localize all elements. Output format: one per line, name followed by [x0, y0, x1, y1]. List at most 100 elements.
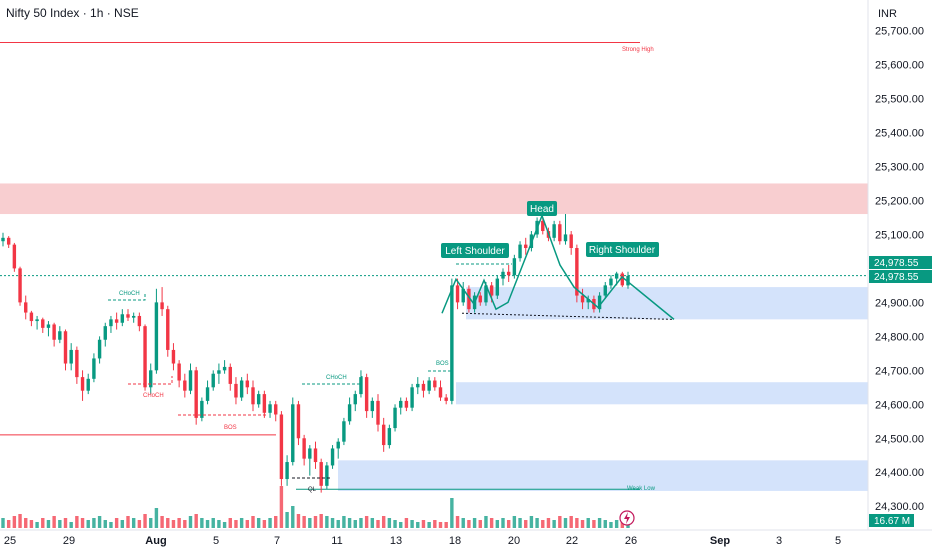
- volume-bar: [268, 518, 272, 528]
- volume-bar: [489, 518, 494, 528]
- candle-body: [24, 302, 28, 313]
- candle-body: [347, 404, 352, 422]
- candle-body: [586, 298, 590, 303]
- candle-body: [126, 314, 130, 318]
- price-axis[interactable]: 25,700.00 25,600.00 25,500.00 25,400.00 25,3…: [875, 26, 924, 514]
- candle-body: [370, 400, 375, 412]
- volume-bar: [6, 520, 11, 528]
- candle-body: [381, 424, 386, 446]
- volume-bar: [279, 486, 284, 528]
- head-tag: Head: [527, 201, 557, 216]
- candle-body: [609, 278, 613, 286]
- candle-body: [177, 363, 181, 381]
- candle-body: [166, 309, 170, 350]
- candle-body: [274, 404, 278, 415]
- ql-label: QL: [308, 487, 317, 493]
- volume-bar: [342, 516, 346, 528]
- volume-bar: [438, 522, 443, 528]
- candle-body: [603, 285, 607, 296]
- time-tick: Aug: [145, 535, 166, 547]
- candle-body: [353, 394, 357, 405]
- candle-body: [461, 288, 465, 303]
- candle-body: [234, 383, 238, 398]
- volume-bar: [239, 518, 244, 528]
- candle-body: [319, 462, 323, 486]
- volume-bar: [433, 520, 437, 528]
- volume-bar: [109, 522, 113, 528]
- volume-bar: [461, 518, 465, 528]
- volume-bar: [166, 518, 170, 528]
- volume-bar: [381, 516, 386, 528]
- candle-body: [455, 285, 460, 303]
- candle-body: [518, 244, 522, 259]
- candle-body: [29, 312, 34, 322]
- volume-bar: [86, 520, 90, 528]
- volume-bar: [171, 520, 176, 528]
- price-tick: 24,800.00: [875, 331, 924, 343]
- candle-body: [58, 331, 62, 340]
- volume-bar: [313, 516, 318, 528]
- price-tick: 25,500.00: [875, 94, 924, 106]
- candle-body: [597, 295, 602, 310]
- volume-bar: [69, 522, 73, 528]
- volume-bar: [484, 516, 488, 528]
- candle-body: [506, 271, 511, 276]
- volume-bar: [274, 516, 278, 528]
- candle-body: [313, 448, 318, 463]
- choch-label-1: CHoCH: [119, 291, 140, 297]
- volume-group: [1, 486, 630, 528]
- volume-bar: [256, 518, 261, 528]
- volume-bar: [46, 520, 51, 528]
- volume-bar: [467, 520, 471, 528]
- volume-bar: [308, 518, 312, 528]
- volume-bar: [336, 520, 340, 528]
- volume-bar: [506, 520, 511, 528]
- demand-zone-mid: [456, 382, 868, 405]
- volume-bar: [75, 516, 79, 528]
- candle-body: [427, 380, 431, 391]
- candle-body: [614, 273, 619, 279]
- time-tick: 18: [449, 535, 461, 547]
- volume-bar: [52, 516, 56, 528]
- volume-bar: [416, 522, 420, 528]
- volume-bar: [177, 518, 181, 528]
- volume-bar: [291, 506, 295, 528]
- price-tick: 24,900.00: [875, 297, 924, 309]
- volume-bar: [370, 518, 375, 528]
- volume-bar: [211, 518, 215, 528]
- head-shoulders-pattern: [441, 213, 675, 320]
- volume-bar: [393, 520, 397, 528]
- volume-bar: [569, 516, 573, 528]
- volume-bar: [455, 516, 460, 528]
- volume-bar: [410, 520, 414, 528]
- volume-bar: [92, 518, 96, 528]
- neckline: [461, 312, 673, 320]
- volume-bar: [529, 516, 534, 528]
- candle-body: [569, 234, 573, 249]
- volume-bar: [546, 518, 551, 528]
- volume-bar: [325, 516, 329, 528]
- volume-bar: [222, 522, 227, 528]
- volume-bar: [63, 518, 68, 528]
- candle-body: [438, 387, 443, 398]
- volume-bar: [188, 516, 193, 528]
- volume-bar: [541, 520, 545, 528]
- volume-bar: [427, 522, 431, 528]
- time-tick: 29: [63, 535, 75, 547]
- candle-body: [558, 224, 562, 242]
- candle-body: [296, 404, 301, 439]
- price-tick: 25,200.00: [875, 195, 924, 207]
- time-axis[interactable]: 25 29 Aug 5 7 11 13 18 20 22 26 Sep 3 5: [4, 535, 841, 547]
- lightning-icon[interactable]: [619, 510, 635, 526]
- volume-bar: [620, 522, 625, 528]
- candle-body: [330, 448, 335, 466]
- price-tick: 24,300.00: [875, 501, 924, 513]
- strong-high-label: Strong High: [622, 47, 654, 53]
- candle-body: [410, 387, 414, 408]
- candle-body: [484, 285, 488, 303]
- time-tick: 20: [508, 535, 520, 547]
- supply-zone: [0, 183, 868, 215]
- candle-body: [131, 315, 136, 318]
- price-tick: 24,500.00: [875, 433, 924, 445]
